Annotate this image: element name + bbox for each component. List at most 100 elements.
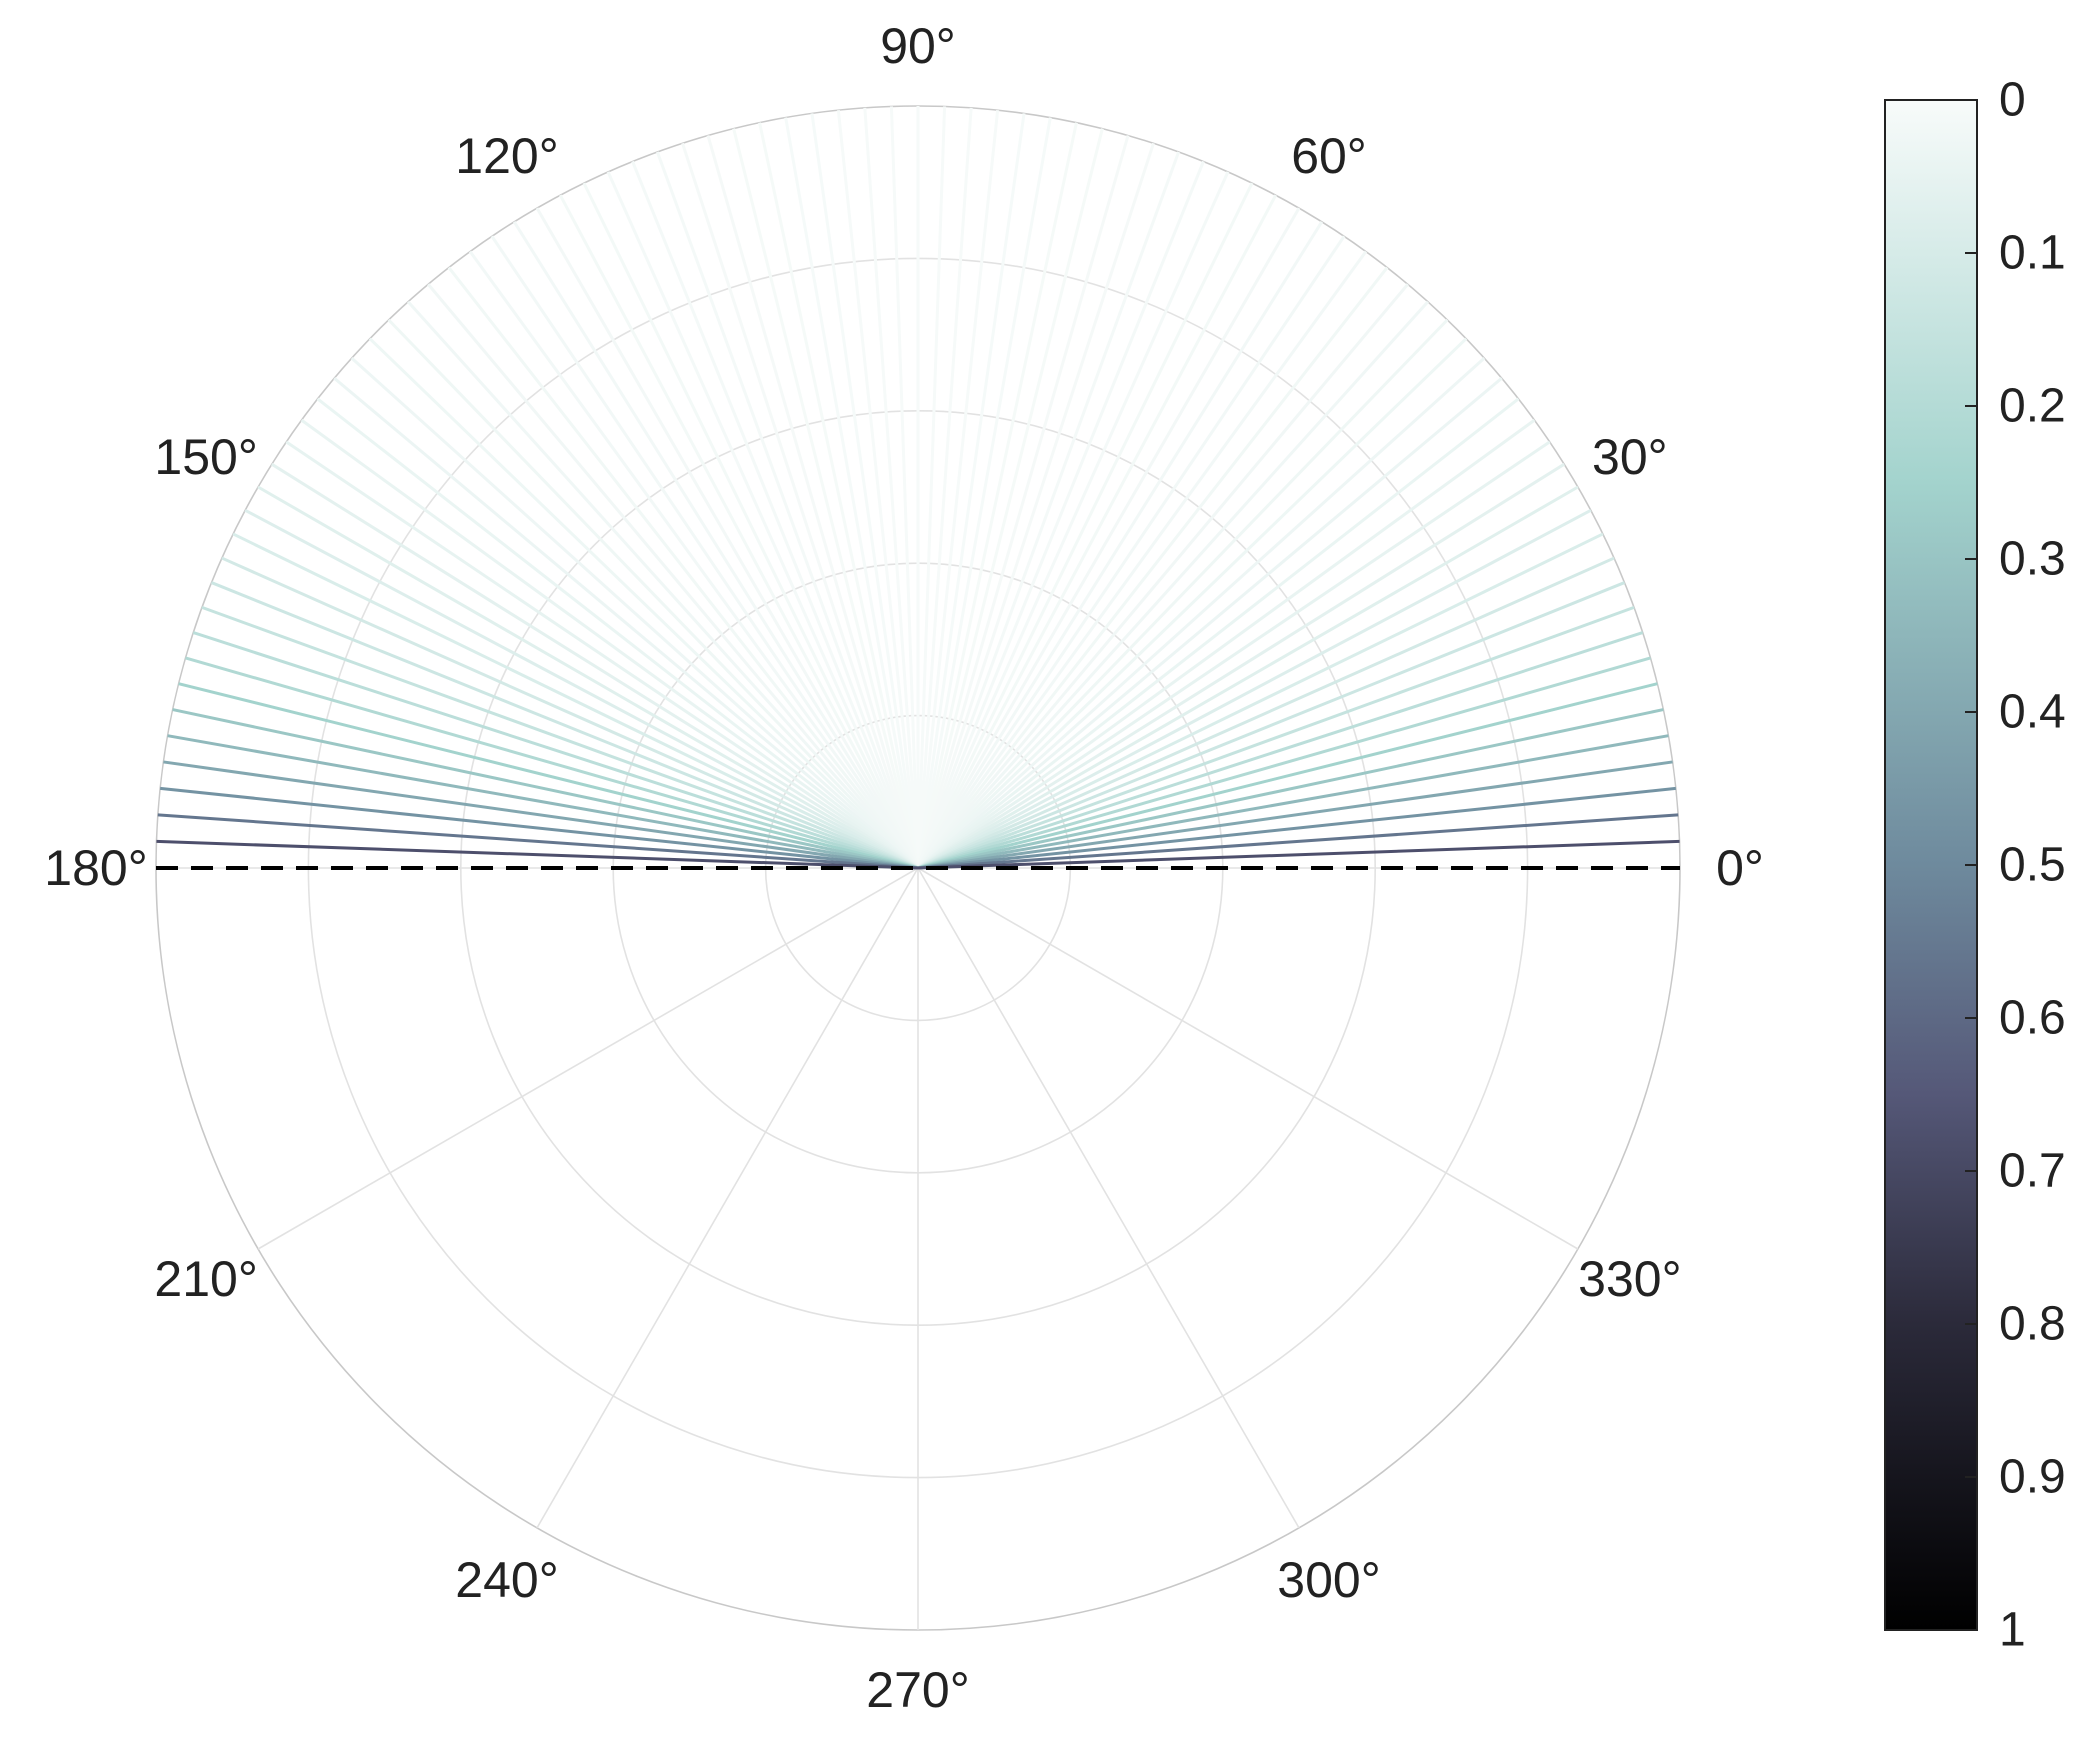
grid-spoke <box>917 867 1579 1250</box>
data-ray <box>917 813 1679 870</box>
angle-tick-label: 330° <box>1578 1251 1681 1307</box>
data-ray <box>916 300 1429 870</box>
data-ray <box>232 532 919 870</box>
data-ray <box>917 631 1644 870</box>
data-ray <box>917 760 1673 870</box>
angle-tick-label: 240° <box>455 1552 558 1608</box>
colorbar-tick-label: 1 <box>1999 1604 2026 1657</box>
data-ray <box>916 107 973 869</box>
data-ray <box>917 682 1658 870</box>
data-ray <box>387 318 920 870</box>
data-ray <box>916 182 1254 869</box>
data-ray <box>167 734 919 870</box>
colorbar-tick-label: 0 <box>1999 74 2026 127</box>
data-ray <box>917 377 1503 870</box>
data-ray <box>916 151 1181 869</box>
data-ray <box>917 605 1635 870</box>
data-ray <box>784 117 920 869</box>
angle-tick-label: 210° <box>154 1251 257 1307</box>
data-ray <box>916 318 1449 870</box>
data-ray <box>582 182 920 869</box>
data-ray <box>655 151 920 869</box>
data-ray <box>631 160 920 869</box>
angle-tick-label: 120° <box>455 128 558 184</box>
data-ray <box>192 631 919 870</box>
colorbar-tick-label: 0.6 <box>1999 992 2066 1045</box>
data-ray <box>285 440 919 870</box>
colorbar-tick-label: 0.3 <box>1999 533 2066 586</box>
data-ray <box>916 142 1155 869</box>
grid-spoke <box>257 867 919 1250</box>
colorbar-tick-label: 0.5 <box>1999 839 2066 892</box>
angle-tick-label: 150° <box>154 429 257 485</box>
data-ray <box>916 337 1468 870</box>
data-ray <box>160 786 919 870</box>
data-ray <box>172 708 919 870</box>
data-ray <box>917 734 1669 870</box>
colorbar-tick-label: 0.8 <box>1999 1298 2066 1351</box>
data-ray <box>916 171 1230 869</box>
data-ray <box>490 235 920 869</box>
data-ray <box>917 839 1680 870</box>
data-ray <box>916 220 1324 869</box>
data-ray <box>917 462 1566 870</box>
colorbar-tick-label: 0.9 <box>1999 1451 2066 1504</box>
data-ray <box>368 337 920 870</box>
data-ray <box>916 113 1026 869</box>
angle-tick-label: 0° <box>1716 840 1764 896</box>
data-ray <box>758 122 920 869</box>
data-ray <box>185 656 919 870</box>
angle-tick-label: 180° <box>44 840 147 896</box>
data-ray <box>916 128 1104 869</box>
data-ray <box>917 532 1604 870</box>
data-ray <box>916 235 1346 869</box>
data-ray <box>300 418 919 870</box>
angle-tick-label: 300° <box>1277 1552 1380 1608</box>
angle-tick-labels: 0° 30° 60° 90° 120° 150° 180° 210° 240° 270° 300° 3… <box>44 18 1764 1718</box>
angle-tick-label: 60° <box>1291 128 1367 184</box>
data-ray <box>163 760 919 870</box>
data-ray <box>917 440 1551 870</box>
data-ray <box>512 220 920 869</box>
data-ray <box>916 160 1205 869</box>
data-ray <box>916 194 1278 869</box>
data-ray <box>917 556 1615 870</box>
data-ray <box>916 207 1301 869</box>
colorbar: 0 0.1 0.2 0.3 0.4 0.5 0.6 0.7 0.8 0.9 1 <box>1884 74 2066 1657</box>
data-ray <box>156 839 919 870</box>
angle-tick-label: 30° <box>1592 429 1668 485</box>
data-ray <box>916 110 1000 869</box>
data-rays <box>156 106 1680 870</box>
grid-spoke <box>536 867 919 1529</box>
data-ray <box>916 266 1389 869</box>
data-ray <box>863 107 920 869</box>
data-ray <box>316 397 919 870</box>
colorbar-tick-label: 0.2 <box>1999 380 2066 433</box>
colorbar-tick-label: 0.7 <box>1999 1145 2066 1198</box>
data-ray <box>270 462 919 870</box>
data-ray <box>917 786 1676 870</box>
data-ray <box>916 122 1078 869</box>
colorbar-tick-label: 0.1 <box>1999 227 2066 280</box>
data-ray <box>157 813 919 870</box>
data-ray <box>916 357 1486 870</box>
data-ray <box>535 207 920 869</box>
grid-spoke <box>917 867 1300 1529</box>
angle-tick-label: 270° <box>866 1662 969 1718</box>
data-ray <box>468 250 920 869</box>
data-ray <box>810 113 920 869</box>
data-ray <box>836 110 920 869</box>
data-ray <box>917 418 1536 870</box>
data-ray <box>916 117 1052 869</box>
data-ray <box>350 357 920 870</box>
data-ray <box>221 556 919 870</box>
data-ray <box>917 485 1579 870</box>
data-ray <box>427 283 920 869</box>
data-ray <box>916 135 1130 869</box>
data-ray <box>681 142 920 869</box>
data-ray <box>706 135 920 869</box>
data-ray <box>407 300 920 870</box>
data-ray <box>916 250 1368 869</box>
